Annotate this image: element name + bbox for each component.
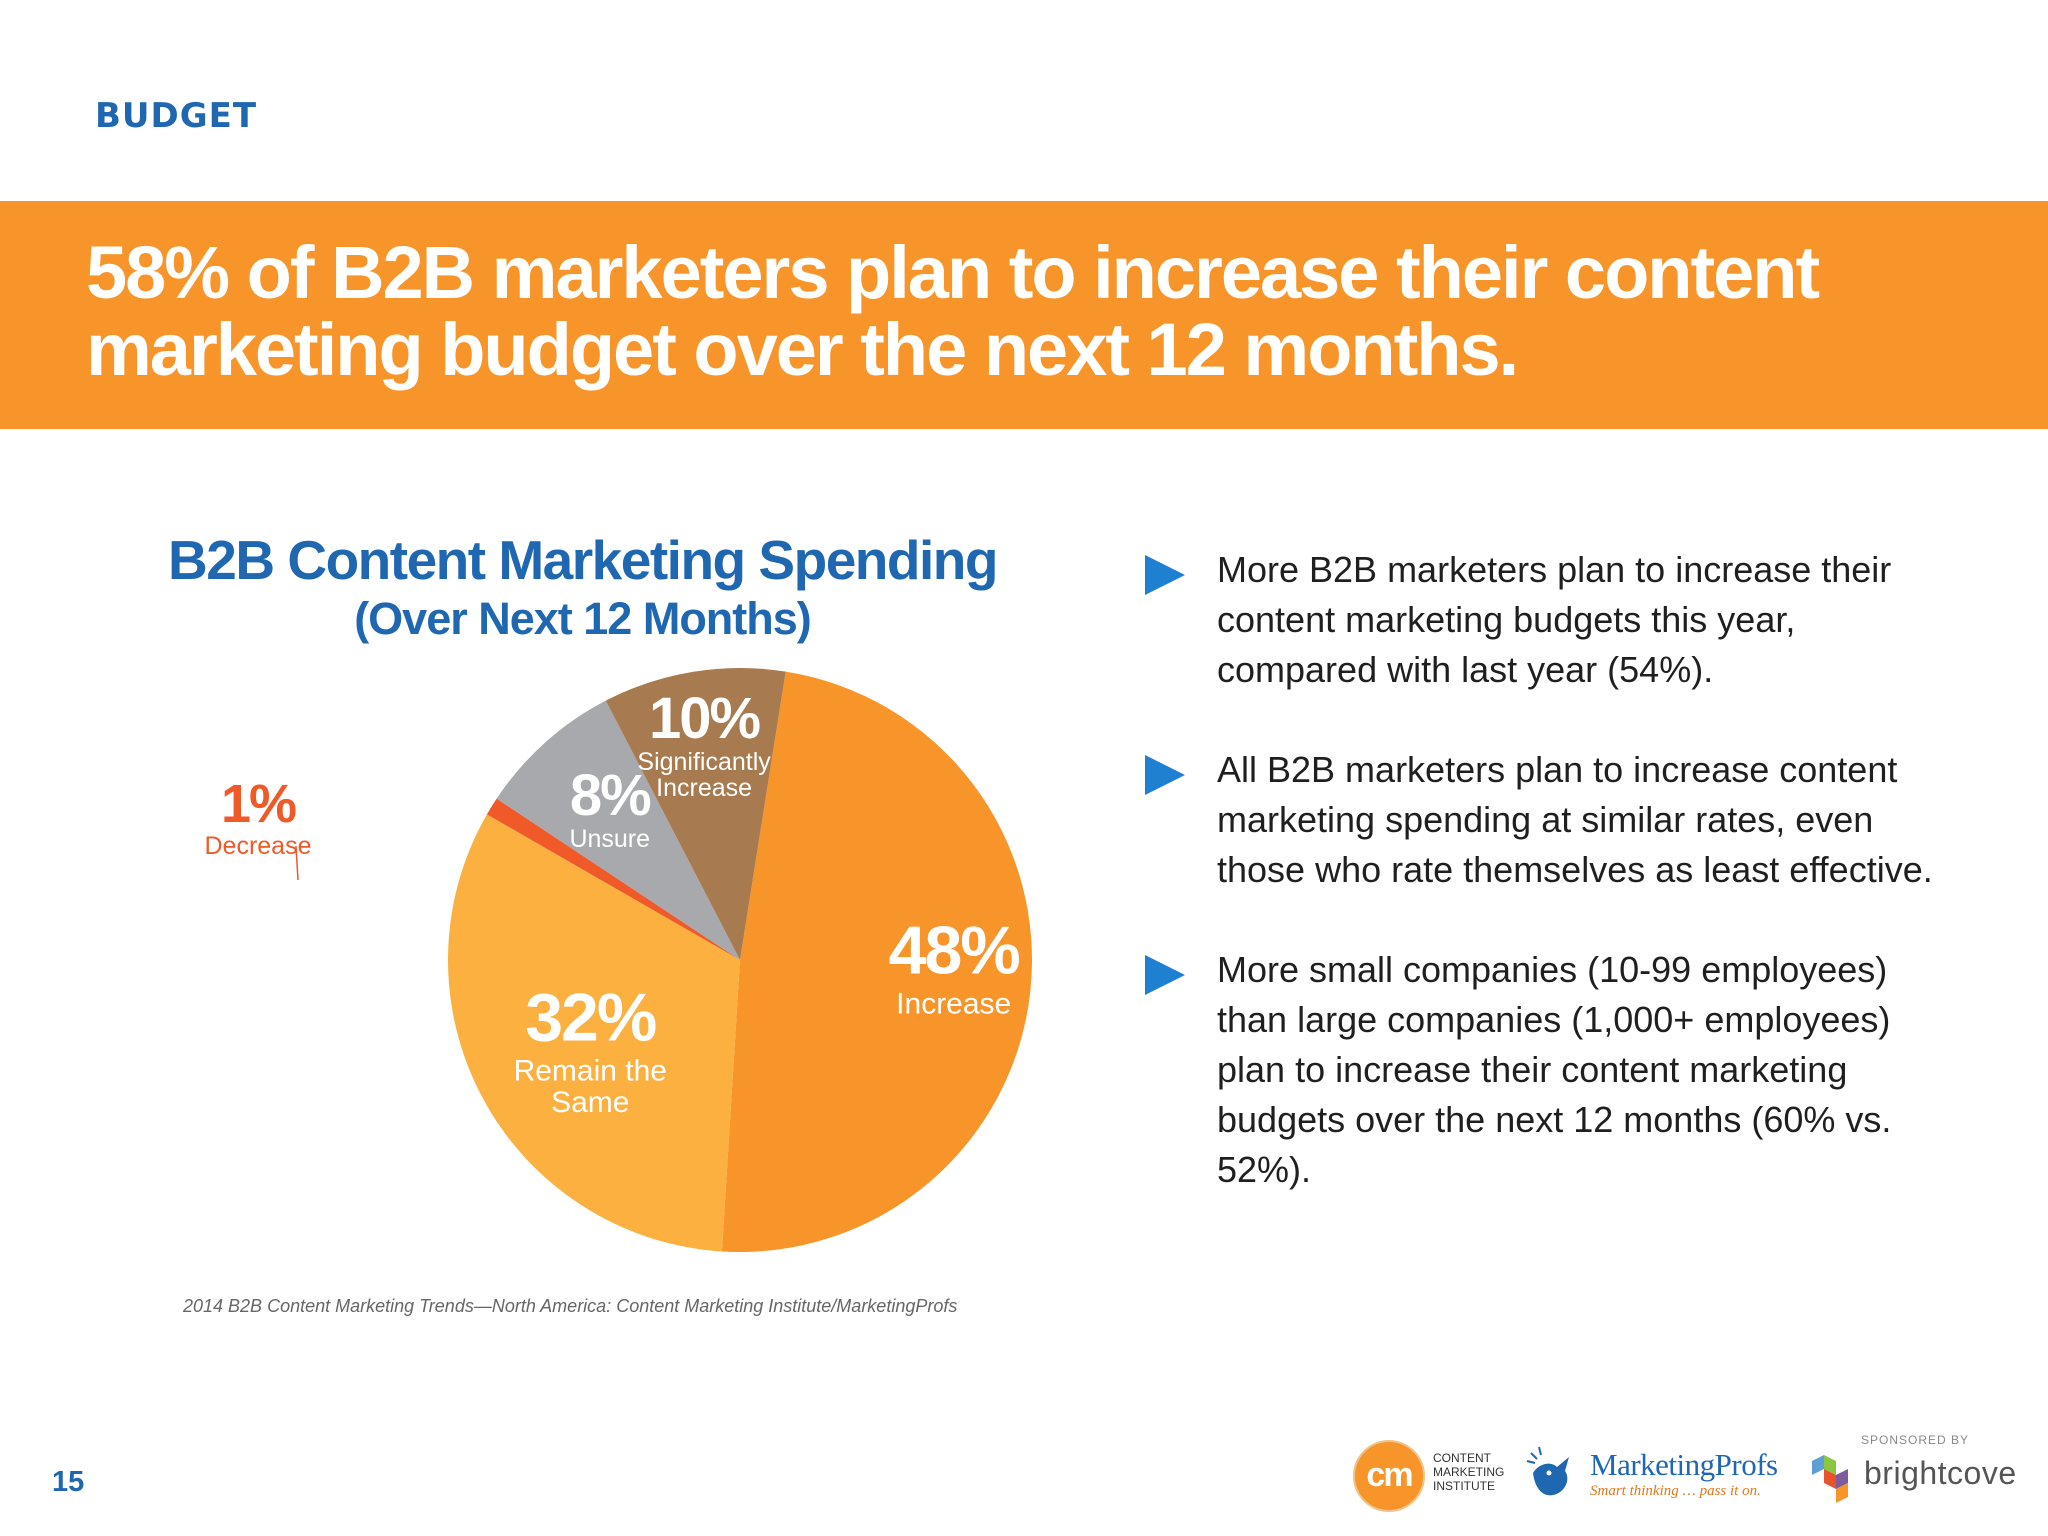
footer-logos: cm CONTENT MARKETING INSTITUTE Marketing… xyxy=(1350,1425,2030,1525)
pie-value-label-decrease: 1% xyxy=(221,774,296,834)
marketingprofs-name: MarketingProfs xyxy=(1590,1447,1778,1482)
bullet-list: More B2B marketers plan to increase thei… xyxy=(1145,545,1965,1245)
chart-subtitle: (Over Next 12 Months) xyxy=(354,593,812,644)
pie-slice-increase xyxy=(721,671,1033,1252)
pie-name-label-remain-the-same: Remain the Same xyxy=(514,1055,667,1120)
pie-name-label-unsure: Unsure xyxy=(569,825,650,853)
bullet-triangle-icon xyxy=(1145,555,1185,595)
pie-name-label-increase: Increase xyxy=(896,987,1011,1020)
leader-line-decrease xyxy=(295,845,299,881)
pie-value-label-remain-the-same: 32% xyxy=(525,980,656,1056)
bullet-text: More small companies (10-99 employees) t… xyxy=(1217,949,1892,1190)
bullet-text: More B2B marketers plan to increase thei… xyxy=(1217,549,1892,690)
bullet-item: More B2B marketers plan to increase thei… xyxy=(1145,545,1965,695)
section-label: BUDGET xyxy=(95,96,258,136)
pie-value-label-significantly-increase: 10% xyxy=(649,686,761,751)
bullet-triangle-icon xyxy=(1145,755,1185,795)
page-number: 15 xyxy=(52,1466,85,1498)
bullet-triangle-icon xyxy=(1145,955,1185,995)
cmi-logo-text: CONTENT MARKETING INSTITUTE xyxy=(1433,1451,1505,1493)
headline-banner xyxy=(0,201,2048,429)
pie-value-label-increase: 48% xyxy=(889,912,1020,988)
brightcove-logo-icon xyxy=(1812,1455,1848,1503)
pie-name-label-significantly-increase: Significantly Increase xyxy=(637,748,771,802)
headline: 58% of B2B marketers plan to increase th… xyxy=(86,234,1986,388)
headline-line-1: 58% of B2B marketers plan to increase th… xyxy=(86,231,1820,314)
pie-slice-significantly-increase xyxy=(605,668,786,960)
chart-source: 2014 B2B Content Marketing Trends—North … xyxy=(183,1296,958,1316)
bullet-item: More small companies (10-99 employees) t… xyxy=(1145,945,1965,1195)
cmi-logo-icon: cm xyxy=(1353,1440,1425,1512)
pie-value-label-unsure: 8% xyxy=(570,763,651,828)
headline-line-2: marketing budget over the next 12 months… xyxy=(86,308,1519,391)
chart-title: B2B Content Marketing Spending xyxy=(168,529,998,591)
sponsored-by-label: SPONSORED BY xyxy=(1861,1433,1970,1447)
pie-name-label-decrease: Decrease xyxy=(205,832,312,860)
marketingprofs-tagline: Smart thinking … pass it on. xyxy=(1590,1483,1761,1499)
pie-slice-remain-the-same xyxy=(447,814,740,1252)
pie-slice-decrease xyxy=(486,798,740,960)
bullet-item: All B2B marketers plan to increase conte… xyxy=(1145,745,1965,895)
brightcove-name: brightcove xyxy=(1864,1455,2017,1491)
pie-slice-unsure xyxy=(496,700,740,960)
bullet-text: All B2B marketers plan to increase conte… xyxy=(1217,749,1933,890)
marketingprofs-bird-icon xyxy=(1526,1446,1569,1496)
